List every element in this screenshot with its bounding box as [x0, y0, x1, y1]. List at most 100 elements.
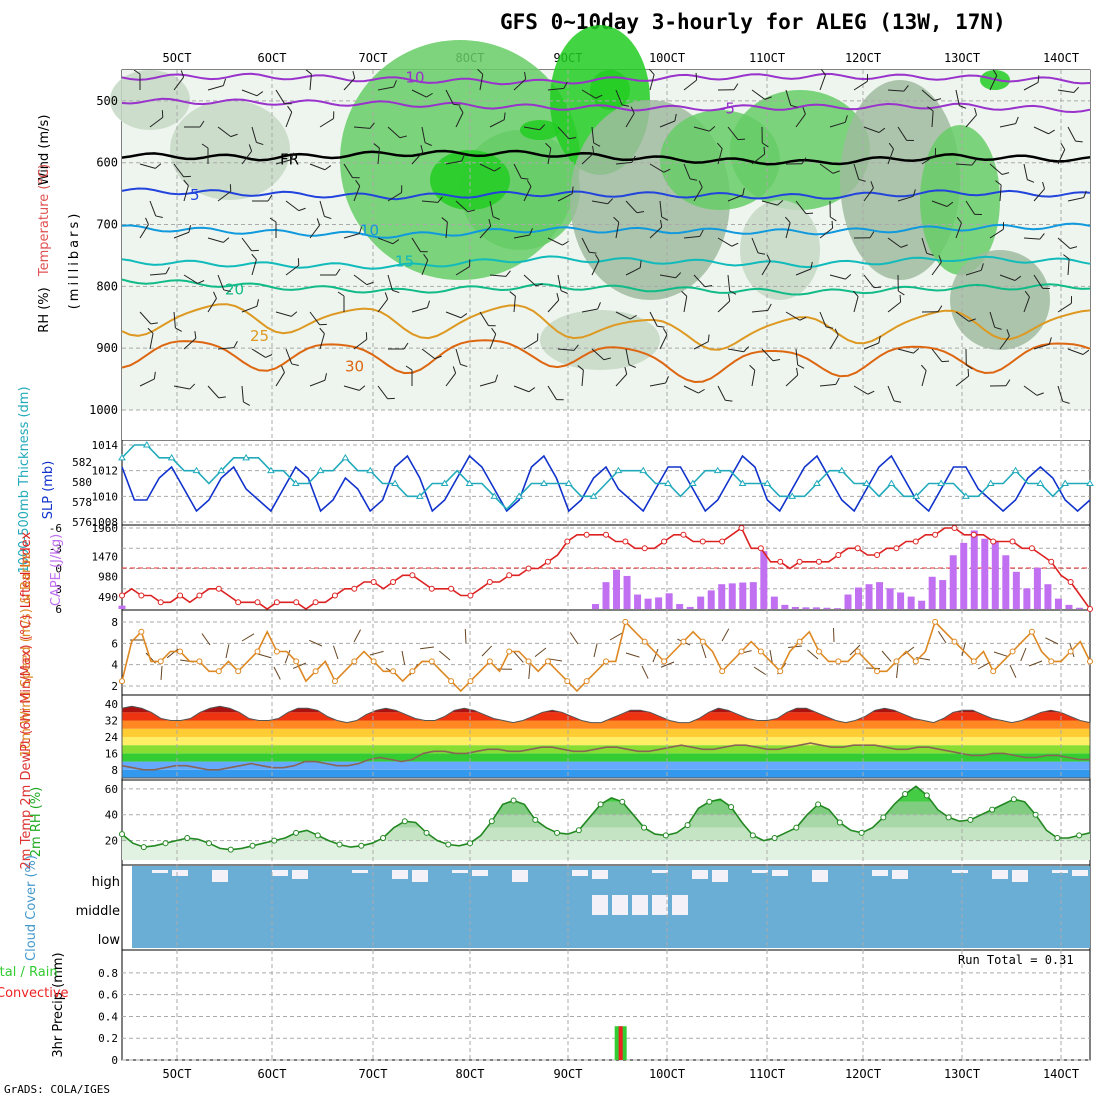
- barb-flag: [189, 383, 196, 390]
- barb-flag: [597, 302, 601, 310]
- wind-barb: [1023, 233, 1045, 240]
- barb-flag: [968, 318, 976, 322]
- li-line-point: [564, 538, 571, 545]
- wind-barb: [1057, 385, 1070, 404]
- wind-barb: [377, 80, 397, 91]
- wind-barb: [479, 374, 499, 387]
- w10-line-point: [506, 648, 513, 655]
- barb-shaft: [693, 126, 710, 132]
- barb-shaft: [149, 116, 164, 128]
- wind-barb: [489, 270, 511, 277]
- wind-barb: [649, 376, 669, 387]
- barb-flag: [777, 200, 784, 206]
- w10-barb-shaft: [593, 643, 598, 658]
- li-tick: -3: [49, 542, 62, 555]
- barb-shaft: [999, 335, 1010, 350]
- cape-tick: 490: [98, 591, 118, 604]
- barb-shaft: [241, 89, 258, 97]
- rh-line-point: [1010, 796, 1017, 803]
- barb-flag: [524, 71, 527, 80]
- w10-barb: [273, 666, 281, 680]
- w10-barb-shaft: [534, 647, 547, 658]
- barb-flag: [628, 364, 636, 368]
- barb-flag: [366, 281, 374, 286]
- barb-shaft: [829, 335, 839, 350]
- thickness-line-point: [912, 492, 921, 499]
- wind-barb: [139, 163, 162, 169]
- wind-barb: [479, 218, 492, 239]
- w10-barb: [241, 633, 255, 642]
- barb-shaft: [965, 269, 982, 276]
- x-axis-bottom: 5OCT 6OCT 7OCT 8OCT 9OCT 10OCT 11OCT 12OCT 13OCT…: [163, 1067, 1080, 1081]
- wind-barb: [1067, 348, 1090, 355]
- w10-barb: [257, 653, 272, 659]
- barb-shaft: [251, 348, 266, 358]
- cloud-high-gap: [272, 870, 288, 876]
- barb-flag: [832, 170, 840, 174]
- cloud-mid-gap: [652, 895, 668, 915]
- temp-band: [122, 736, 1090, 746]
- cape-bar: [118, 605, 126, 609]
- wind-barb: [1033, 274, 1050, 290]
- barb-flag: [352, 70, 356, 79]
- w10-barb-shaft: [241, 633, 255, 642]
- rh-line-point: [793, 824, 800, 831]
- rh-line-point: [836, 819, 843, 826]
- w10-barb-shaft: [1020, 647, 1027, 662]
- wind-barb: [591, 348, 612, 361]
- w10-line-point: [990, 668, 997, 675]
- barb-flag: [725, 399, 733, 402]
- rh-line-point: [575, 827, 582, 834]
- w10-line-point: [544, 658, 551, 665]
- rh-line-point: [880, 814, 887, 821]
- barb-flag: [764, 96, 772, 100]
- rh-line-point: [380, 835, 387, 842]
- wind-barb: [785, 89, 798, 108]
- barb-flag: [401, 185, 403, 193]
- wind-barb: [133, 69, 141, 90]
- barb-flag: [1006, 329, 1010, 337]
- barb-flag: [1073, 86, 1080, 93]
- li-line-point: [970, 531, 977, 538]
- w10-barb-shaft: [257, 653, 272, 659]
- barb-flag: [906, 139, 914, 142]
- w10-line-point: [1067, 648, 1074, 655]
- w10-line-point: [641, 638, 648, 645]
- wind-barb: [613, 216, 620, 239]
- barb-flag: [593, 142, 601, 147]
- cape-bar: [960, 542, 968, 609]
- barb-shaft: [251, 126, 257, 143]
- rh-line-point: [641, 824, 648, 831]
- x-tick-top: 7OCT: [359, 51, 388, 65]
- barb-shaft: [377, 86, 394, 91]
- li-line-point: [1048, 558, 1055, 565]
- wind-barb: [727, 346, 750, 353]
- barb-flag: [689, 178, 698, 181]
- barb-flag: [297, 258, 300, 266]
- barb-flag: [971, 159, 977, 166]
- barb-flag: [1060, 143, 1066, 150]
- temp-band: [122, 745, 1090, 754]
- wind-barb: [319, 327, 325, 350]
- thickness-line-point: [465, 479, 474, 486]
- wind-barb: [343, 163, 360, 179]
- precip-panel: 0.8 0.6 0.4 0.2 0: [98, 950, 1090, 1067]
- barb-shaft: [785, 374, 799, 387]
- li-line-point: [757, 545, 764, 552]
- li-line-point: [467, 592, 474, 599]
- barb-shaft: [591, 348, 605, 361]
- barb-shaft: [887, 385, 895, 402]
- barb-shaft: [309, 163, 326, 171]
- rh-line-point: [336, 841, 343, 848]
- barb-shaft: [513, 163, 522, 179]
- barb-shaft: [1057, 237, 1071, 249]
- barb-flag: [539, 124, 546, 131]
- w10-line-point: [680, 638, 687, 645]
- rh-line-point: [1054, 835, 1061, 842]
- wind-barb: [625, 106, 635, 128]
- barb-flag: [420, 251, 428, 253]
- barb-shaft: [761, 348, 774, 362]
- barb-shaft: [921, 154, 936, 165]
- wind-barb: [819, 68, 826, 91]
- w10-barb-shaft: [438, 650, 451, 661]
